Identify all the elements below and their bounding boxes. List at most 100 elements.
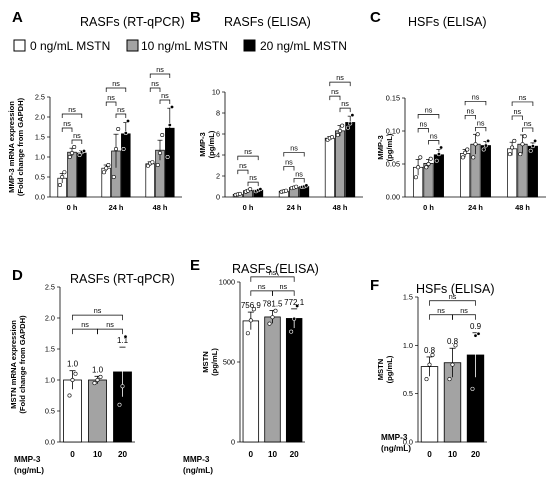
y-tick-label: 2.0	[35, 113, 45, 122]
data-point	[512, 138, 517, 143]
significance-bracket	[237, 155, 259, 161]
data-point	[67, 155, 72, 160]
panel-title-e: RASFs (ELISA)	[232, 262, 319, 276]
significance-bracket	[293, 178, 305, 183]
data-point	[160, 133, 165, 138]
y-tick-label: 0.0	[45, 438, 55, 447]
data-point	[120, 384, 125, 389]
data-point	[450, 362, 455, 367]
data-point	[345, 125, 350, 130]
ns-label: ns	[425, 106, 433, 115]
ns-label: ns	[285, 157, 293, 166]
ns-label: ns	[156, 65, 164, 74]
significance-bracket	[417, 114, 440, 119]
data-point	[158, 151, 163, 156]
data-point	[447, 377, 452, 382]
panel-letter-a: A	[12, 9, 23, 26]
data-label: 0.8	[447, 337, 459, 346]
y-axis-label-e-1: (pg/mL)	[210, 348, 219, 376]
y-axis-label-d-1: (Fold change from GAPDH)	[18, 315, 27, 414]
data-point	[62, 170, 67, 175]
y-axis-label-b-1: (pg/mL)	[207, 130, 216, 158]
data-point	[116, 127, 121, 132]
data-point	[258, 187, 263, 192]
significance-bracket	[250, 290, 273, 296]
data-point	[453, 343, 458, 348]
data-point	[418, 155, 423, 160]
x-axis-label-0: MMP-3	[14, 455, 41, 464]
significance-bracket	[283, 166, 295, 171]
data-point	[426, 162, 431, 167]
significance-bracket	[464, 114, 476, 120]
panel-f: F HSFs (ELISA) MSTN (pg/mL) 0.0 0.5 1.0 1.5 0.8 0…	[370, 277, 495, 459]
data-point	[335, 133, 340, 138]
panel-letter-f: F	[370, 277, 379, 294]
legend-label-0: 0 ng/mL MSTN	[30, 39, 110, 53]
data-point	[348, 121, 353, 126]
significance-bracket	[105, 87, 127, 92]
x-axis-label-0: MMP-3	[183, 455, 210, 464]
x-category-label: 0 h	[243, 203, 254, 212]
y-tick-label: 0.5	[35, 173, 45, 182]
significance-bracket	[464, 100, 487, 106]
ns-label: ns	[331, 87, 339, 96]
data-point	[67, 393, 72, 398]
x-category-label: 0	[249, 450, 254, 459]
panel-title-f: HSFs (ELISA)	[416, 282, 495, 296]
significance-bracket	[522, 127, 534, 132]
y-tick-label: 0.0	[35, 193, 45, 202]
ns-label: ns	[449, 292, 457, 301]
bar-c-2-0	[507, 148, 518, 198]
ns-label: ns	[290, 143, 298, 152]
data-point	[245, 331, 250, 336]
ns-label: ns	[514, 107, 522, 116]
x-category-label: 0	[427, 450, 432, 459]
data-point	[123, 334, 128, 339]
ns-label: ns	[117, 105, 125, 114]
bar-d-1	[88, 379, 107, 443]
ns-label: ns	[420, 120, 428, 129]
x-category-label: 48 h	[333, 203, 348, 212]
y-tick-label: 0.05	[386, 160, 400, 169]
x-category-label: 0 h	[423, 203, 434, 212]
data-point	[430, 352, 435, 357]
ns-label: ns	[244, 147, 252, 156]
significance-bracket	[105, 101, 117, 106]
data-point	[102, 170, 107, 175]
ns-label: ns	[460, 306, 468, 315]
data-point	[104, 166, 109, 171]
data-label: 0.9	[470, 322, 482, 331]
data-point	[436, 152, 441, 157]
ns-label: ns	[341, 99, 349, 108]
data-label: 756.9	[241, 301, 262, 310]
significance-bracket	[72, 328, 98, 335]
data-point	[465, 147, 470, 152]
data-point	[70, 377, 75, 382]
y-tick-label: 0.5	[45, 407, 55, 416]
significance-bracket	[429, 314, 453, 320]
x-category-label: 24 h	[287, 203, 302, 212]
data-point	[522, 134, 527, 139]
y-tick-label: 1.0	[403, 341, 413, 350]
data-point	[337, 128, 342, 133]
data-point	[270, 315, 275, 320]
x-axis-label-1: (ng/mL)	[14, 466, 44, 475]
significance-bracket	[247, 181, 259, 187]
panel-e: E RASFs (ELISA) MSTN (pg/mL) 0 500 1000 756.9 0 7…	[183, 257, 319, 475]
data-point	[72, 145, 77, 150]
data-point	[518, 152, 523, 157]
y-axis-label-a-0: MMP-3 mRNA expression	[7, 101, 16, 193]
panel-a: A RASFs (RT-qPCR) MMP-3 mRNA expression (Fo…	[7, 9, 185, 212]
bar-b-2-2	[345, 122, 356, 198]
legend-swatch-1	[126, 39, 139, 52]
panel-letter-b: B	[190, 9, 201, 26]
significance-bracket	[283, 152, 305, 157]
bar-e-0	[242, 320, 260, 443]
panel-d: D RASFs (RT-qPCR) MSTN mRNA expression (Fol…	[9, 267, 175, 475]
data-point	[473, 142, 478, 147]
x-category-label: 24 h	[468, 203, 483, 212]
significance-bracket	[159, 99, 171, 104]
data-point	[167, 123, 172, 128]
x-category-label: 20	[290, 450, 300, 459]
panel-title-b: RASFs (ELISA)	[224, 15, 311, 29]
